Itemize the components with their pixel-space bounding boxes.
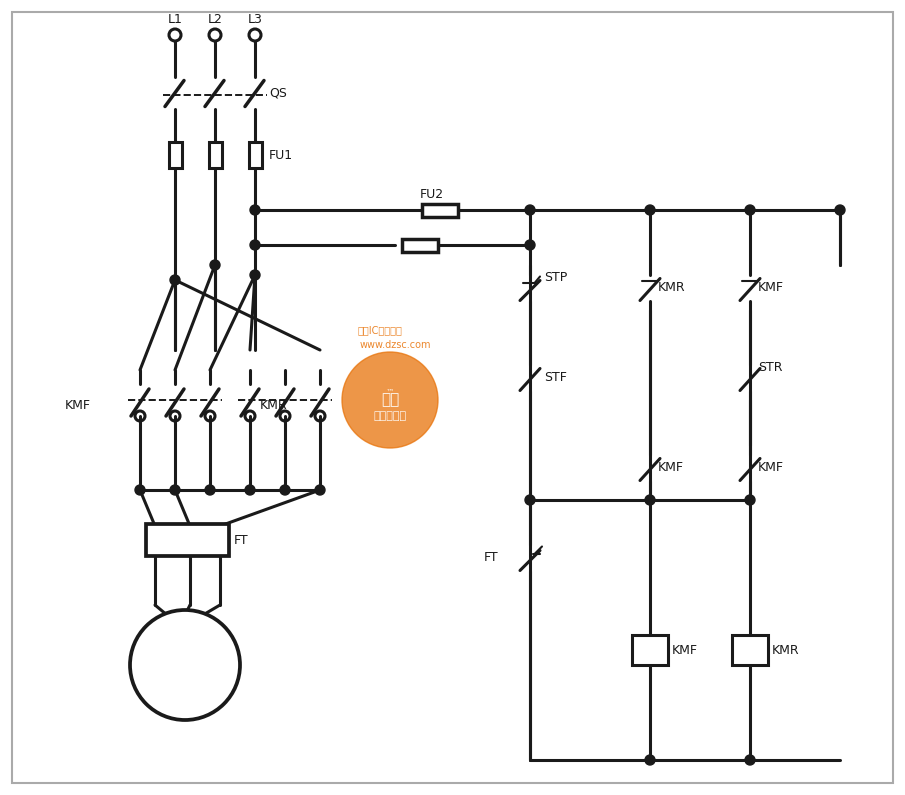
Text: KMF: KMF [658,461,684,474]
Text: M: M [175,663,195,683]
Text: 最大IC采购网站: 最大IC采购网站 [357,325,403,335]
Text: STP: STP [544,271,567,284]
Circle shape [250,205,260,215]
Bar [402,238,438,251]
Text: ™: ™ [386,387,395,397]
Text: STF: STF [544,371,567,384]
Circle shape [315,485,325,495]
Bar [249,142,262,168]
Text: QS: QS [269,86,287,99]
Text: L1: L1 [167,13,183,25]
Circle shape [342,352,438,448]
Text: KMF: KMF [672,643,698,657]
Circle shape [135,485,145,495]
Bar [208,142,222,168]
Circle shape [245,485,255,495]
Text: KMF: KMF [758,461,784,474]
Text: KMR: KMR [260,398,288,412]
Circle shape [250,270,260,280]
Circle shape [525,205,535,215]
Text: FU2: FU2 [420,188,444,200]
Circle shape [745,755,755,765]
Text: www.dzsc.com: www.dzsc.com [359,340,431,350]
Text: 维库: 维库 [381,393,399,408]
Circle shape [205,485,215,495]
Text: FU1: FU1 [269,149,293,161]
Text: FT: FT [483,551,498,564]
Circle shape [645,755,655,765]
Circle shape [525,240,535,250]
Circle shape [130,610,240,720]
Circle shape [645,205,655,215]
Circle shape [170,275,180,285]
Circle shape [745,495,755,505]
Bar [146,524,229,556]
Text: KMR: KMR [658,281,686,294]
Text: KMF: KMF [758,281,784,294]
Text: 电子市场网: 电子市场网 [374,411,406,421]
Circle shape [525,495,535,505]
Text: FT: FT [234,533,249,546]
Text: L2: L2 [207,13,223,25]
Circle shape [835,205,845,215]
Bar [168,142,182,168]
Circle shape [250,240,260,250]
Bar [422,204,458,216]
Text: STR: STR [758,361,783,374]
Circle shape [645,495,655,505]
Circle shape [210,260,220,270]
Circle shape [280,485,290,495]
Bar [732,635,768,665]
Text: L3: L3 [248,13,262,25]
Bar [632,635,668,665]
Text: ~: ~ [177,646,193,664]
Circle shape [170,485,180,495]
Circle shape [745,205,755,215]
Text: KMR: KMR [772,643,800,657]
Text: KMF: KMF [65,398,91,412]
